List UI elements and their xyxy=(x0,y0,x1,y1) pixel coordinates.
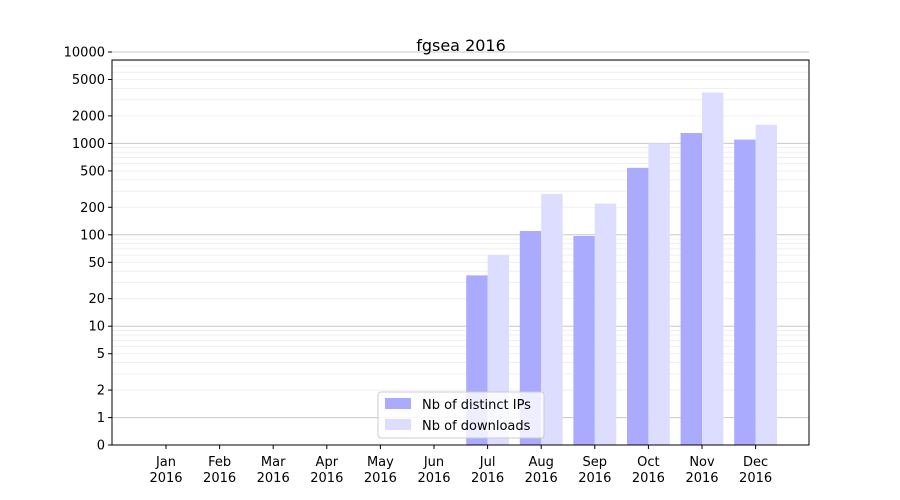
y-tick-label: 500 xyxy=(80,164,105,179)
y-tick-label: 200 xyxy=(80,201,105,216)
bar-downloads xyxy=(755,124,777,445)
x-tick-label: Jan 2016 xyxy=(149,455,182,486)
bar-distinct-ips xyxy=(627,167,649,446)
y-tick-label: 5000 xyxy=(72,73,105,88)
plot-area-frame xyxy=(111,59,810,446)
bar-distinct-ips xyxy=(734,139,756,446)
bar-downloads xyxy=(594,203,617,445)
legend-box xyxy=(377,391,545,439)
chart-title: fgsea 2016 xyxy=(416,36,506,55)
y-tick-label: 100 xyxy=(80,228,105,243)
y-tick-label: 2000 xyxy=(72,109,105,124)
y-tick-label: 50 xyxy=(88,256,105,271)
x-tick-label: Oct 2016 xyxy=(632,455,665,486)
y-tick-label: 5 xyxy=(97,347,105,362)
y-tick-label: 10000 xyxy=(64,46,105,61)
legend-swatch-distinct-ips xyxy=(385,398,411,409)
legend-label-downloads: Nb of downloads xyxy=(422,419,531,434)
legend: Nb of distinct IPs Nb of downloads xyxy=(377,391,545,439)
y-tick-label: 2 xyxy=(97,384,105,399)
legend-swatch-downloads xyxy=(385,419,411,430)
x-tick-label: Aug 2016 xyxy=(525,455,558,486)
x-tick-label: Apr 2016 xyxy=(310,455,343,486)
bar-downloads xyxy=(541,193,563,445)
y-tick-label: 1000 xyxy=(72,137,105,152)
x-tick-label: May 2016 xyxy=(364,455,397,486)
x-tick-label: Sep 2016 xyxy=(578,455,611,486)
bar-downloads xyxy=(702,92,724,445)
x-tick-label: Jul 2016 xyxy=(471,455,504,486)
x-tick-label: Dec 2016 xyxy=(739,455,772,486)
x-axis: Jan 2016 Feb 2016 Mar 2016 Apr 2016 May 2016 Jun 20… xyxy=(149,445,772,486)
y-tick-label: 20 xyxy=(88,292,105,307)
x-tick-label: Mar 2016 xyxy=(257,455,290,486)
y-axis: 0 1 2 5 10 20 50 100 200 500 1000 2000 5000 10000 xyxy=(64,46,112,454)
bar-distinct-ips xyxy=(573,236,595,445)
x-tick-label: Feb 2016 xyxy=(203,455,236,486)
y-tick-label: 0 xyxy=(97,439,105,454)
y-tick-label: 1 xyxy=(97,411,105,426)
y-tick-label: 10 xyxy=(88,320,105,335)
x-tick-label: Nov 2016 xyxy=(685,455,718,486)
bar-distinct-ips xyxy=(680,132,702,445)
x-tick-label: Jun 2016 xyxy=(417,455,450,486)
bar-downloads xyxy=(648,143,670,445)
legend-label-distinct-ips: Nb of distinct IPs xyxy=(422,398,531,413)
